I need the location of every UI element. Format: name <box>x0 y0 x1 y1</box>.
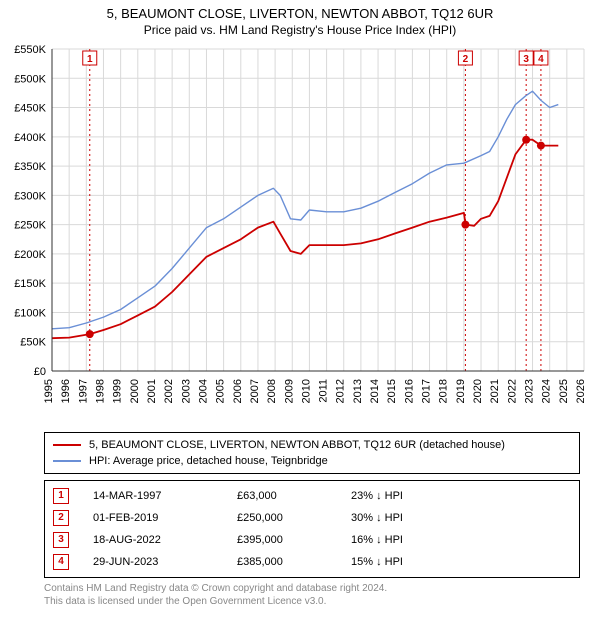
svg-text:2: 2 <box>463 54 469 65</box>
svg-text:2004: 2004 <box>197 379 209 403</box>
title-line2: Price paid vs. HM Land Registry's House … <box>0 23 600 37</box>
svg-text:2010: 2010 <box>300 379 312 403</box>
footer-line2: This data is licensed under the Open Gov… <box>44 595 580 608</box>
svg-text:£400K: £400K <box>14 132 46 144</box>
footer-line1: Contains HM Land Registry data © Crown c… <box>44 582 580 595</box>
svg-text:£0: £0 <box>34 366 46 378</box>
svg-text:2011: 2011 <box>318 379 330 403</box>
svg-text:£50K: £50K <box>20 337 46 349</box>
svg-text:2012: 2012 <box>335 379 347 403</box>
svg-text:£450K: £450K <box>14 103 46 115</box>
svg-text:£550K: £550K <box>14 44 46 56</box>
legend-swatch-price <box>53 444 81 446</box>
event-row: 1 14-MAR-1997 £63,000 23% ↓ HPI <box>53 485 571 507</box>
svg-text:2022: 2022 <box>506 379 518 403</box>
legend-label-hpi: HPI: Average price, detached house, Teig… <box>89 453 328 469</box>
svg-text:2008: 2008 <box>266 379 278 403</box>
event-pct-4: 15% ↓ HPI <box>351 551 441 573</box>
legend-box: 5, BEAUMONT CLOSE, LIVERTON, NEWTON ABBO… <box>44 432 580 474</box>
svg-text:2014: 2014 <box>369 379 381 403</box>
svg-text:2024: 2024 <box>541 379 553 403</box>
event-marker-3: 3 <box>53 532 69 548</box>
svg-text:2015: 2015 <box>386 379 398 403</box>
event-date-3: 18-AUG-2022 <box>93 529 213 551</box>
svg-text:2025: 2025 <box>558 379 570 403</box>
svg-text:2007: 2007 <box>249 379 261 403</box>
event-price-2: £250,000 <box>237 507 327 529</box>
svg-text:1: 1 <box>87 54 93 65</box>
chart-container: £0 £50K £100K £150K £200K £250K £300K £350K £400… <box>0 41 600 424</box>
svg-text:£350K: £350K <box>14 161 46 173</box>
event-pct-3: 16% ↓ HPI <box>351 529 441 551</box>
event-price-4: £385,000 <box>237 551 327 573</box>
event-marker-4: 4 <box>53 554 69 570</box>
event-marker-2: 2 <box>53 510 69 526</box>
svg-text:1997: 1997 <box>77 379 89 403</box>
svg-text:2006: 2006 <box>232 379 244 403</box>
svg-text:1995: 1995 <box>43 379 55 403</box>
svg-text:£300K: £300K <box>14 190 46 202</box>
event-row: 2 01-FEB-2019 £250,000 30% ↓ HPI <box>53 507 571 529</box>
svg-text:2001: 2001 <box>146 379 158 403</box>
svg-text:3: 3 <box>523 54 529 65</box>
svg-text:£200K: £200K <box>14 249 46 261</box>
svg-text:£250K: £250K <box>14 220 46 232</box>
event-row: 4 29-JUN-2023 £385,000 15% ↓ HPI <box>53 551 571 573</box>
legend-swatch-hpi <box>53 460 81 462</box>
event-date-4: 29-JUN-2023 <box>93 551 213 573</box>
title-line1: 5, BEAUMONT CLOSE, LIVERTON, NEWTON ABBO… <box>0 6 600 21</box>
svg-text:£500K: £500K <box>14 73 46 85</box>
svg-text:2017: 2017 <box>421 379 433 403</box>
legend-item-price: 5, BEAUMONT CLOSE, LIVERTON, NEWTON ABBO… <box>53 437 571 453</box>
events-box: 1 14-MAR-1997 £63,000 23% ↓ HPI 2 01-FEB… <box>44 480 580 578</box>
svg-text:£150K: £150K <box>14 278 46 290</box>
svg-text:1998: 1998 <box>94 379 106 403</box>
svg-text:2002: 2002 <box>163 379 175 403</box>
event-date-1: 14-MAR-1997 <box>93 485 213 507</box>
svg-text:2013: 2013 <box>352 379 364 403</box>
svg-text:2000: 2000 <box>129 379 141 403</box>
svg-text:2019: 2019 <box>455 379 467 403</box>
svg-text:1996: 1996 <box>60 379 72 403</box>
footer: Contains HM Land Registry data © Crown c… <box>44 582 580 608</box>
svg-text:1999: 1999 <box>112 379 124 403</box>
legend-label-price: 5, BEAUMONT CLOSE, LIVERTON, NEWTON ABBO… <box>89 437 505 453</box>
svg-text:2023: 2023 <box>524 379 536 403</box>
svg-text:2026: 2026 <box>575 379 587 403</box>
svg-text:2018: 2018 <box>438 379 450 403</box>
event-pct-1: 23% ↓ HPI <box>351 485 441 507</box>
legend-item-hpi: HPI: Average price, detached house, Teig… <box>53 453 571 469</box>
svg-text:2009: 2009 <box>283 379 295 403</box>
svg-text:£100K: £100K <box>14 307 46 319</box>
event-price-1: £63,000 <box>237 485 327 507</box>
event-row: 3 18-AUG-2022 £395,000 16% ↓ HPI <box>53 529 571 551</box>
svg-text:2020: 2020 <box>472 379 484 403</box>
svg-text:2021: 2021 <box>489 379 501 403</box>
event-price-3: £395,000 <box>237 529 327 551</box>
event-pct-2: 30% ↓ HPI <box>351 507 441 529</box>
svg-text:4: 4 <box>538 54 544 65</box>
event-date-2: 01-FEB-2019 <box>93 507 213 529</box>
svg-text:2003: 2003 <box>180 379 192 403</box>
event-marker-1: 1 <box>53 488 69 504</box>
price-chart: £0 £50K £100K £150K £200K £250K £300K £350K £400… <box>0 41 600 421</box>
svg-text:2016: 2016 <box>403 379 415 403</box>
svg-text:2005: 2005 <box>215 379 227 403</box>
